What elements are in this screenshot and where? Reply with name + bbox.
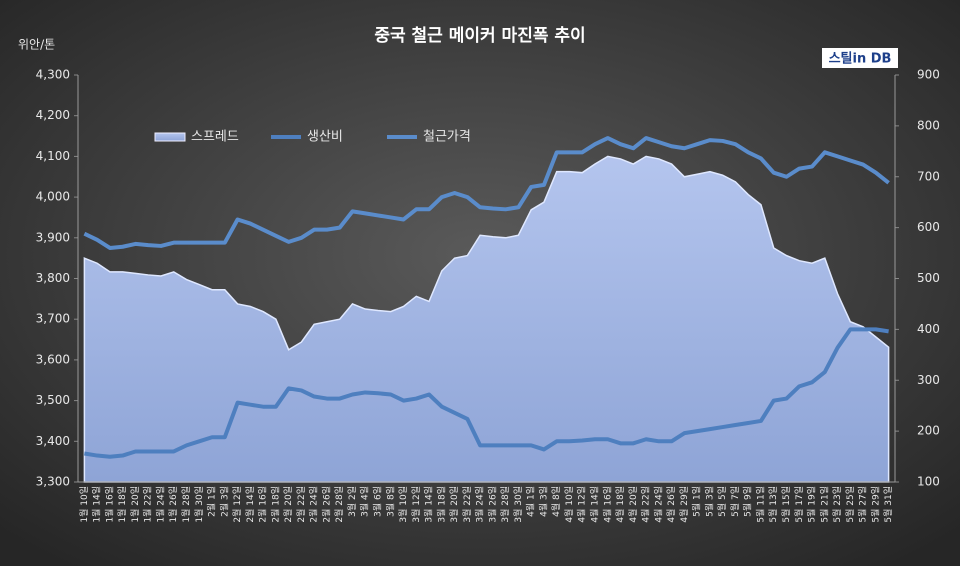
y-axis-label: 위안/톤 <box>18 38 55 52</box>
x-tick-label: 2월 26일 <box>320 486 332 523</box>
y-tick-label: 3,700 <box>36 312 70 326</box>
x-tick-label: 5월 11일 <box>754 486 766 523</box>
x-tick-label: 5월 1일 <box>691 486 703 517</box>
x-tick-label: 2월 3일 <box>218 486 230 517</box>
x-tick-label: 4월 18일 <box>614 486 626 523</box>
x-tick-label: 5월 23일 <box>831 486 843 523</box>
x-tick-label: 5월 31일 <box>882 486 894 523</box>
x-tick-label: 4월 24일 <box>652 486 664 523</box>
x-tick-label: 3월 24일 <box>474 486 486 523</box>
x-tick-label: 5월 13일 <box>767 486 779 523</box>
x-tick-label: 1월 28일 <box>180 486 192 523</box>
x-tick-label: 4월 16일 <box>601 486 613 523</box>
x-tick-label: 2월 22일 <box>295 486 307 523</box>
x-tick-label: 5월 7일 <box>729 486 741 517</box>
x-tick-label: 1월 16일 <box>103 486 115 523</box>
y-tick-label: 4,000 <box>36 190 70 204</box>
x-tick-label: 2월 14일 <box>244 486 256 523</box>
chart-title: 중국 철근 메이커 마진폭 추이 <box>374 26 585 46</box>
y2-tick-label: 800 <box>917 118 940 132</box>
y-tick-label: 3,400 <box>36 434 70 448</box>
x-tick-label: 1월 26일 <box>167 486 179 523</box>
y-tick-label: 4,200 <box>36 108 70 122</box>
x-tick-label: 5월 25일 <box>844 486 856 523</box>
logo: 스틸in DB <box>829 52 892 67</box>
x-tick-label: 5월 17일 <box>793 486 805 523</box>
x-tick-label: 1월 30일 <box>193 486 205 523</box>
y-tick-label: 3,300 <box>36 475 70 489</box>
x-tick-label: 1월 10일 <box>78 486 90 523</box>
x-tick-label: 1월 18일 <box>116 486 128 523</box>
x-tick-label: 5월 27일 <box>857 486 869 523</box>
y-tick-label: 4,300 <box>36 68 70 82</box>
y-tick-label: 3,500 <box>36 393 70 407</box>
y2-tick-label: 100 <box>917 475 940 489</box>
x-tick-label: 4월 10일 <box>563 486 575 523</box>
x-tick-label: 3월 22일 <box>461 486 473 523</box>
x-tick-label: 4월 29일 <box>678 486 690 523</box>
x-tick-label: 4월 12일 <box>576 486 588 523</box>
y-tick-label: 3,900 <box>36 230 70 244</box>
x-tick-label: 1월 20일 <box>129 486 141 523</box>
x-tick-label: 3월 14일 <box>423 486 435 523</box>
x-tick-label: 1월 14일 <box>91 486 103 523</box>
x-tick-label: 2월 12일 <box>231 486 243 523</box>
x-tick-label: 4월 26일 <box>665 486 677 523</box>
x-tick-label: 4월 22일 <box>640 486 652 523</box>
y2-tick-label: 900 <box>917 68 940 82</box>
x-tick-label: 3월 2일 <box>346 486 358 517</box>
line <box>83 136 890 250</box>
legend-label: 철근가격 <box>423 130 471 145</box>
y2-tick-label: 700 <box>917 169 940 183</box>
y2-tick-label: 600 <box>917 220 940 234</box>
x-tick-label: 3월 30일 <box>512 486 524 523</box>
x-tick-label: 5월 15일 <box>780 486 792 523</box>
x-tick-label: 4월 20일 <box>627 486 639 523</box>
y-tick-label: 3,600 <box>36 352 70 366</box>
x-tick-label: 5월 9일 <box>742 486 754 517</box>
x-tick-label: 2월 16일 <box>257 486 269 523</box>
x-tick-label: 5월 5일 <box>716 486 728 517</box>
x-tick-label: 5월 29일 <box>869 486 881 523</box>
x-tick-label: 3월 20일 <box>448 486 460 523</box>
x-tick-label: 5월 21일 <box>818 486 830 523</box>
logo-box <box>822 48 898 68</box>
x-tick-label: 3월 18일 <box>435 486 447 523</box>
area <box>83 155 890 483</box>
x-tick-label: 1월 22일 <box>142 486 154 523</box>
y2-tick-label: 300 <box>917 373 940 387</box>
x-tick-label: 3월 12일 <box>410 486 422 523</box>
x-tick-label: 3월 26일 <box>486 486 498 523</box>
x-tick-label: 5월 3일 <box>703 486 715 517</box>
x-tick-label: 4월 1일 <box>525 486 537 517</box>
legend-swatch <box>154 132 186 142</box>
y-tick-label: 4,100 <box>36 149 70 163</box>
x-tick-label: 2월 18일 <box>269 486 281 523</box>
y2-tick-label: 200 <box>917 424 940 438</box>
x-tick-label: 4월 14일 <box>589 486 601 523</box>
x-tick-label: 2월 28일 <box>333 486 345 523</box>
y2-tick-label: 500 <box>917 271 940 285</box>
x-tick-label: 5월 19일 <box>806 486 818 523</box>
x-tick-label: 3월 8일 <box>384 486 396 517</box>
legend: 스프레드 생산비 철근가격 <box>154 130 471 145</box>
line <box>84 327 889 459</box>
x-tick-label: 3월 4일 <box>359 486 371 517</box>
x-tick-label: 4월 8일 <box>550 486 562 517</box>
x-tick-label: 1월 24일 <box>154 486 166 523</box>
legend-label: 생산비 <box>307 130 343 145</box>
legend-label: 스프레드 <box>191 130 239 145</box>
x-tick-label: 2월 1일 <box>206 486 218 517</box>
x-tick-label: 2월 20일 <box>282 486 294 523</box>
x-tick-label: 3월 10일 <box>397 486 409 523</box>
y2-tick-label: 400 <box>917 322 940 336</box>
x-tick-label: 3월 28일 <box>499 486 511 523</box>
y-tick-label: 3,800 <box>36 271 70 285</box>
x-tick-label: 2월 24일 <box>308 486 320 523</box>
x-tick-label: 4월 3일 <box>537 486 549 517</box>
x-tick-label: 3월 6일 <box>371 486 383 517</box>
